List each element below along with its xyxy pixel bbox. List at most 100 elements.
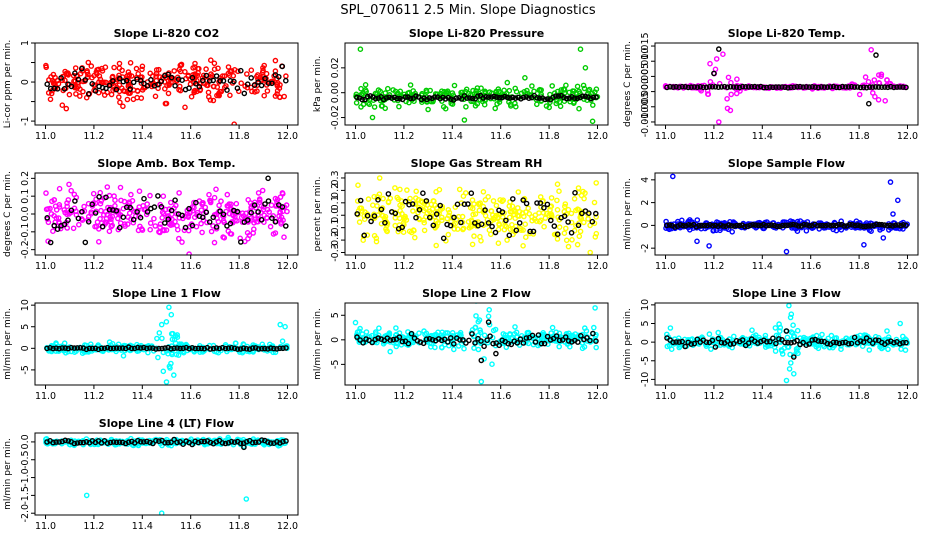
- data-point: [494, 215, 501, 222]
- data-point: [779, 336, 785, 343]
- data-point: [261, 345, 268, 352]
- data-point: [752, 222, 759, 228]
- data-point: [496, 94, 503, 101]
- panel-title: Slope Li-820 CO2: [114, 27, 220, 40]
- data-point: [258, 82, 265, 89]
- data-point: [140, 344, 147, 351]
- y-tick-label: 0.0: [330, 208, 341, 223]
- data-point: [382, 219, 388, 226]
- data-point: [163, 379, 170, 385]
- data-point: [825, 222, 832, 228]
- data-point: [761, 84, 767, 91]
- data-point: [571, 195, 578, 202]
- data-point: [213, 211, 220, 217]
- data-point: [426, 214, 433, 221]
- data-point: [375, 196, 381, 203]
- data-point: [147, 345, 153, 351]
- data-point: [371, 193, 378, 200]
- data-point: [172, 340, 179, 346]
- data-point: [782, 84, 788, 90]
- data-point: [895, 222, 901, 228]
- data-point: [158, 321, 165, 328]
- data-point: [845, 340, 852, 347]
- data-point: [556, 337, 563, 344]
- plot-frame: [344, 302, 609, 386]
- data-point: [527, 228, 533, 235]
- data-point: [894, 84, 900, 90]
- data-point: [739, 83, 746, 90]
- data-point: [125, 69, 132, 75]
- data-point: [556, 343, 563, 350]
- data-point: [357, 325, 363, 332]
- data-point: [402, 94, 409, 100]
- data-point: [851, 334, 858, 341]
- data-point: [487, 333, 493, 340]
- data-point: [480, 188, 487, 195]
- data-point: [225, 70, 232, 77]
- data-point: [525, 340, 532, 347]
- data-point: [419, 90, 425, 97]
- data-point: [774, 223, 780, 230]
- data-point: [64, 225, 70, 231]
- panel-title: Slope Line 2 Flow: [422, 287, 531, 300]
- y-tick-label: 10: [20, 299, 31, 311]
- data-point: [705, 91, 712, 97]
- data-point: [854, 84, 861, 90]
- data-point: [733, 90, 740, 97]
- data-point: [354, 94, 360, 101]
- data-point: [540, 329, 547, 336]
- data-point: [473, 313, 479, 319]
- points: [662, 46, 909, 125]
- data-point: [267, 440, 274, 446]
- y-axis-label: ml/min per min.: [623, 178, 633, 250]
- data-point: [258, 345, 265, 352]
- data-point: [553, 93, 559, 99]
- data-point: [392, 88, 399, 95]
- data-point: [210, 77, 216, 84]
- data-point: [127, 83, 133, 90]
- data-point: [354, 211, 361, 217]
- data-point: [83, 346, 90, 353]
- data-point: [554, 197, 560, 204]
- data-point: [809, 222, 815, 229]
- data-point: [520, 340, 527, 346]
- data-point: [103, 194, 109, 201]
- data-point: [177, 345, 183, 352]
- data-point: [849, 221, 856, 228]
- data-point: [258, 437, 265, 443]
- data-point: [65, 70, 71, 76]
- data-point: [79, 65, 85, 72]
- data-point: [593, 338, 599, 344]
- data-point: [50, 345, 56, 352]
- series-selected: [664, 221, 909, 230]
- y-axis: -5 0 5: [330, 312, 345, 369]
- x-tick-label: 11.6: [490, 131, 511, 142]
- data-point: [693, 223, 700, 230]
- data-point: [152, 223, 159, 229]
- data-point: [579, 93, 586, 99]
- data-point: [779, 351, 786, 357]
- data-point: [103, 85, 109, 92]
- panel-3: Slope Li-820 Temp. degrees C per min. 11.0…: [623, 27, 919, 142]
- y-tick-label: -0.1: [330, 218, 341, 237]
- data-point: [800, 337, 807, 343]
- data-point: [371, 104, 378, 110]
- data-point: [163, 318, 170, 325]
- data-point: [841, 223, 848, 229]
- data-point: [772, 348, 779, 354]
- data-point: [866, 84, 873, 90]
- data-point: [685, 221, 692, 228]
- data-point: [134, 437, 141, 444]
- data-point: [534, 95, 540, 101]
- data-point: [50, 439, 56, 446]
- data-point: [730, 340, 737, 347]
- data-point: [376, 175, 383, 181]
- data-point: [791, 354, 797, 360]
- data-point: [74, 440, 81, 446]
- data-point: [366, 101, 373, 108]
- x-tick-label: 11.6: [180, 391, 201, 402]
- data-point: [116, 60, 123, 67]
- data-point: [74, 85, 80, 91]
- data-point: [374, 203, 380, 209]
- data-point: [822, 222, 829, 229]
